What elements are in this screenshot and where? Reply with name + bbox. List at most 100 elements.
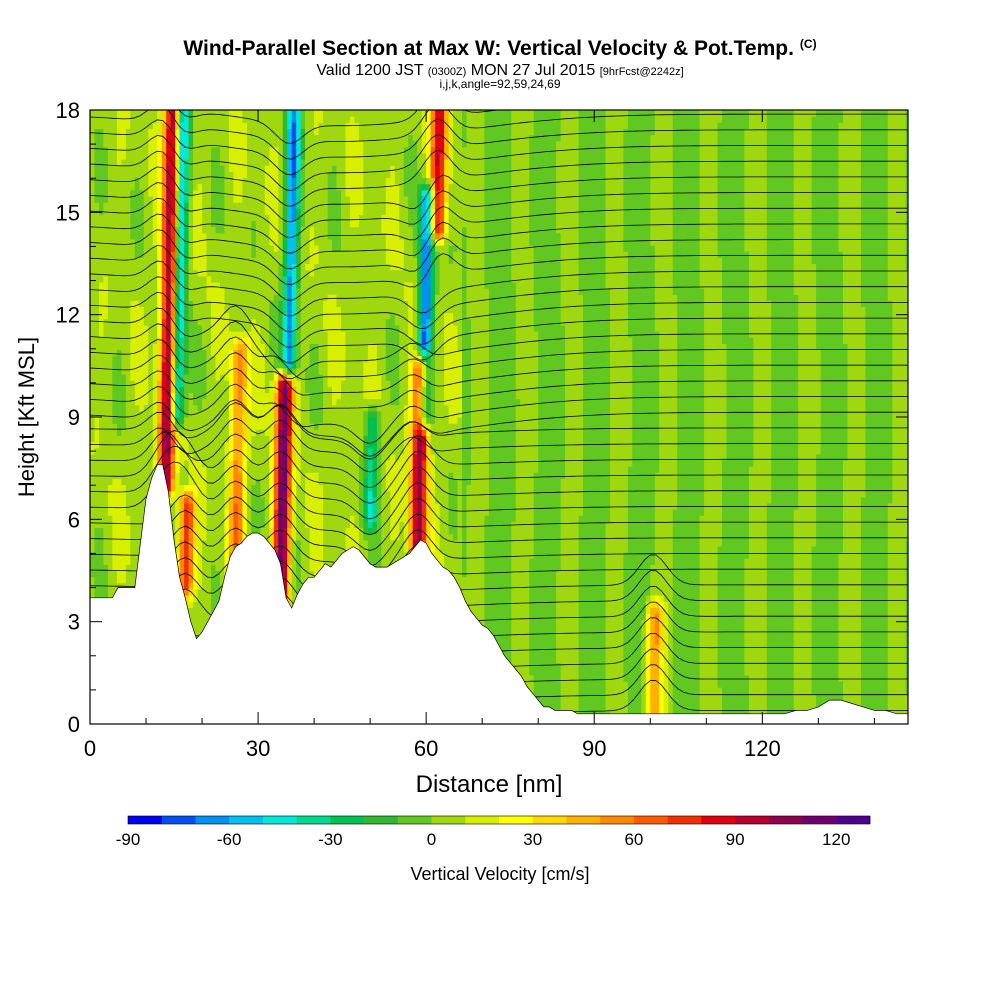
field-cell	[269, 521, 275, 529]
field-cell	[291, 533, 297, 541]
field-cell	[296, 226, 302, 234]
field-cell	[148, 189, 154, 197]
field-cell	[197, 281, 203, 289]
field-cell	[121, 410, 127, 418]
field-cell	[269, 153, 275, 160]
field-cell	[282, 552, 288, 559]
field-cell	[143, 380, 149, 387]
field-cell	[215, 171, 221, 179]
field-cell	[152, 128, 158, 136]
field-cell	[220, 159, 226, 166]
field-cell	[202, 202, 208, 209]
field-cell	[188, 392, 194, 400]
field-cell	[224, 515, 230, 522]
field-cell	[184, 343, 190, 350]
field-cell	[300, 159, 306, 166]
field-cell	[237, 349, 243, 357]
field-cell	[130, 196, 136, 203]
field-cell	[264, 306, 270, 314]
field-cell	[166, 165, 172, 172]
field-cell	[179, 238, 185, 246]
field-cell	[202, 128, 208, 136]
field-cell	[94, 533, 100, 541]
field-cell	[220, 527, 226, 535]
field-cell	[157, 361, 163, 369]
field-cell	[188, 300, 194, 307]
field-cell	[94, 183, 100, 191]
field-cell	[228, 220, 234, 228]
field-cell	[296, 472, 302, 479]
field-cell	[188, 122, 194, 129]
field-cell	[184, 245, 190, 252]
field-cell	[103, 533, 109, 541]
field-cell	[99, 496, 105, 504]
field-cell	[291, 306, 297, 314]
field-cell	[282, 429, 288, 436]
field-cell	[296, 361, 302, 369]
field-cell	[282, 251, 288, 258]
field-cell	[282, 312, 288, 320]
field-cell	[291, 189, 297, 197]
field-cell	[305, 417, 311, 424]
field-cell	[121, 521, 127, 529]
field-cell	[273, 251, 279, 258]
field-cell	[228, 281, 234, 289]
field-cell	[264, 349, 270, 357]
field-cell	[291, 202, 297, 209]
field-cell	[134, 337, 140, 344]
field-cell	[269, 490, 275, 498]
field-cell	[264, 226, 270, 234]
field-cell	[112, 220, 118, 228]
field-cell	[179, 318, 185, 326]
field-cell	[246, 257, 252, 265]
field-cell	[287, 509, 293, 516]
field-cell	[121, 245, 127, 252]
field-cell	[287, 545, 293, 553]
field-cell	[260, 116, 266, 123]
field-cell	[179, 570, 185, 578]
field-cell	[296, 496, 302, 504]
field-cell	[242, 300, 248, 307]
field-cell	[90, 527, 96, 535]
field-cell	[134, 374, 140, 381]
field-cell	[193, 183, 199, 191]
field-cell	[148, 324, 154, 332]
field-cell	[305, 110, 311, 117]
field-cell	[193, 558, 199, 565]
field-cell	[246, 183, 252, 191]
field-cell	[139, 269, 145, 277]
field-cell	[143, 208, 149, 215]
field-cell	[170, 122, 176, 129]
field-cell	[116, 496, 122, 504]
field-cell	[112, 558, 118, 565]
field-cell	[260, 251, 266, 258]
field-cell	[220, 484, 226, 492]
field-cell	[233, 306, 239, 314]
field-cell	[134, 417, 140, 424]
field-cell	[255, 177, 261, 185]
field-cell	[179, 257, 185, 265]
field-cell	[107, 521, 113, 529]
field-cell	[202, 515, 208, 522]
field-cell	[148, 374, 154, 381]
field-cell	[260, 208, 266, 215]
field-cell	[291, 300, 297, 307]
field-cell	[161, 263, 167, 271]
field-cell	[269, 165, 275, 172]
chart-title: Wind-Parallel Section at Max W: Vertical…	[0, 37, 1000, 61]
field-cell	[139, 257, 145, 265]
field-cell	[161, 460, 167, 467]
field-cell	[278, 503, 284, 510]
field-cell	[90, 122, 96, 129]
field-cell	[116, 251, 122, 258]
field-cell	[255, 355, 261, 363]
field-cell	[134, 220, 140, 228]
field-cell	[282, 386, 288, 393]
field-cell	[90, 116, 96, 123]
field-cell	[130, 460, 136, 467]
field-cell	[152, 423, 158, 430]
field-cell	[242, 110, 248, 117]
field-cell	[296, 251, 302, 258]
field-cell	[233, 196, 239, 203]
field-cell	[139, 521, 145, 529]
